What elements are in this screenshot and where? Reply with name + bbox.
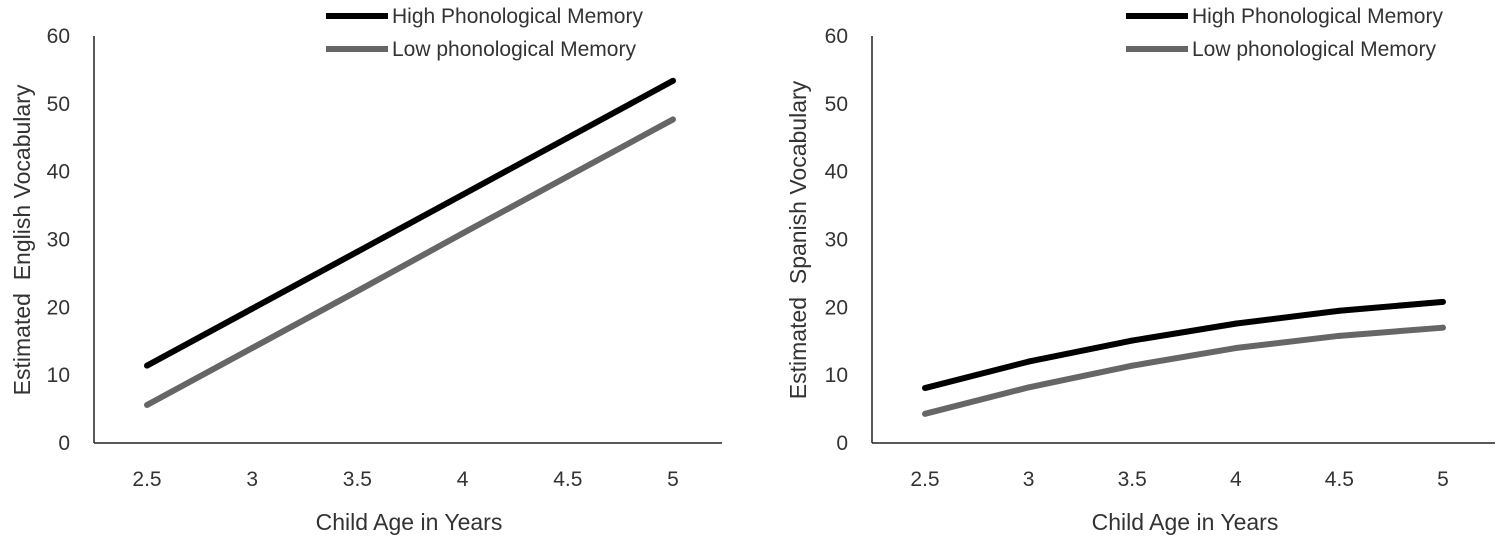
y-tick-label: 60 <box>825 25 848 48</box>
series-line-low-phonological-memory <box>145 116 675 408</box>
x-tick-label: 2.5 <box>910 468 939 491</box>
y-tick-label: 20 <box>47 296 70 319</box>
y-tick-label: 60 <box>47 25 70 48</box>
legend-label: Low phonological Memory <box>1192 38 1436 61</box>
y-tick-label: 0 <box>58 432 70 455</box>
data-point <box>564 173 571 180</box>
y-tick-label: 50 <box>825 93 848 116</box>
y-tick-label: 40 <box>47 161 70 184</box>
series-line-low-phonological-memory <box>924 324 1444 417</box>
y-tick-label: 30 <box>825 229 848 252</box>
data-point <box>922 410 928 417</box>
data-point <box>922 385 928 392</box>
y-tick-label: 10 <box>47 364 70 387</box>
data-point <box>459 230 466 237</box>
x-axis-label: Child Age in Years <box>316 509 503 535</box>
x-tick-label: 4.5 <box>553 468 582 491</box>
data-point <box>1336 307 1343 314</box>
legend-label: High Phonological Memory <box>1192 5 1443 28</box>
data-point <box>1232 320 1239 327</box>
data-point <box>670 77 676 84</box>
y-tick-label: 10 <box>825 364 848 387</box>
legend-label: Low phonological Memory <box>392 38 636 61</box>
y-axis-label: Estimated English Vocabulary <box>9 84 35 395</box>
data-point <box>144 362 150 369</box>
spanish-vocabulary-chart: 0 10 20 30 40 50 60 2.5 3 3.5 4 4.5 5 Child Age in Ye… <box>785 5 1495 535</box>
x-tick-label: 3 <box>246 468 258 491</box>
x-tick-label: 4 <box>457 468 469 491</box>
data-point <box>354 248 361 255</box>
data-point <box>1129 362 1136 369</box>
legend-label: High Phonological Memory <box>392 5 643 28</box>
x-axis-label: Child Age in Years <box>1092 509 1279 535</box>
data-point <box>1025 358 1032 365</box>
series-line-high-phonological-memory <box>145 78 675 369</box>
data-point <box>1336 332 1343 339</box>
data-point <box>249 305 256 312</box>
data-point <box>1440 298 1446 305</box>
y-tick-label: 20 <box>825 296 848 319</box>
series-line-high-phonological-memory <box>924 298 1444 391</box>
x-tick-label: 2.5 <box>132 468 161 491</box>
y-tick-label: 40 <box>825 161 848 184</box>
data-point <box>1025 384 1032 391</box>
data-point <box>1232 345 1239 352</box>
english-vocabulary-chart: 0 10 20 30 40 50 60 2.5 3 3.5 4 4.5 5 Child Age in Ye… <box>9 5 722 535</box>
data-point <box>459 191 466 198</box>
data-point <box>354 288 361 295</box>
data-point <box>1440 324 1446 331</box>
data-point <box>144 402 150 409</box>
data-point <box>249 345 256 352</box>
data-point <box>1129 337 1136 344</box>
data-point <box>670 116 676 123</box>
data-point <box>564 134 571 141</box>
y-tick-label: 30 <box>47 229 70 252</box>
x-tick-label: 4.5 <box>1325 468 1354 491</box>
y-axis-label: Estimated Spanish Vocabulary <box>785 80 811 399</box>
x-tick-label: 5 <box>667 468 679 491</box>
x-tick-label: 3.5 <box>1118 468 1147 491</box>
x-tick-label: 5 <box>1437 468 1449 491</box>
y-tick-label: 0 <box>836 432 848 455</box>
x-tick-label: 4 <box>1230 468 1242 491</box>
x-tick-label: 3 <box>1023 468 1035 491</box>
x-tick-label: 3.5 <box>343 468 372 491</box>
y-tick-label: 50 <box>47 93 70 116</box>
